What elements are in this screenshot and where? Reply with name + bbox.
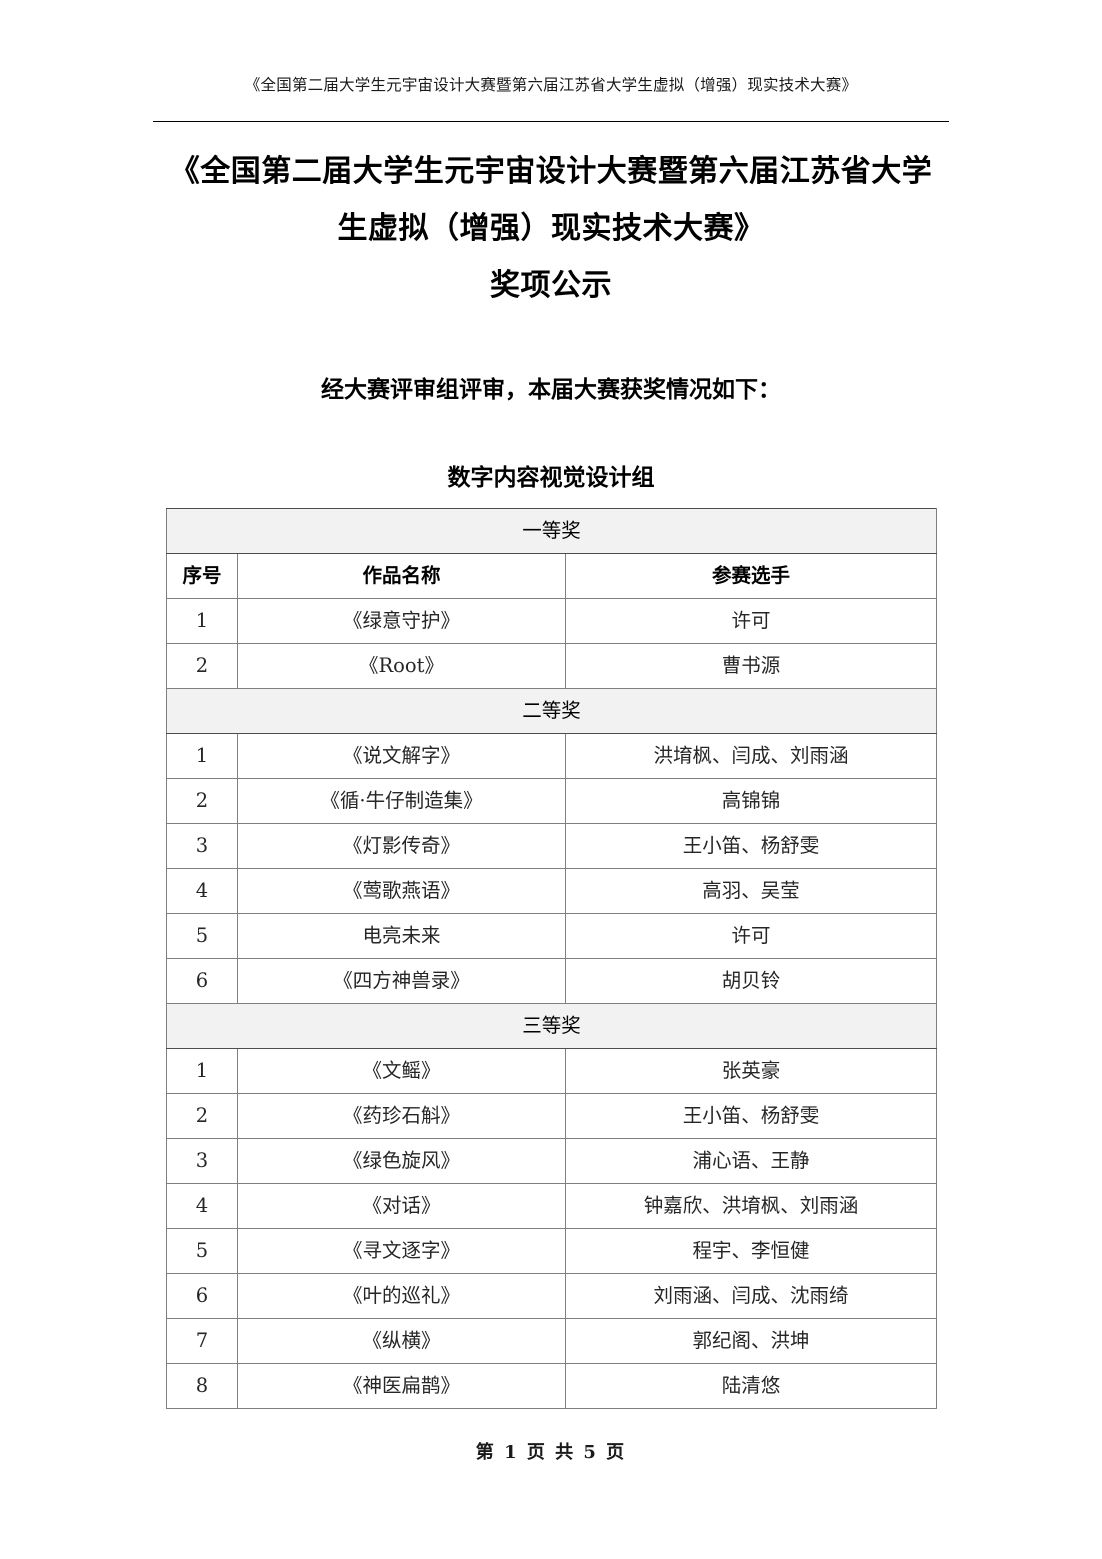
cell-participants: 郭纪阁、洪坤: [564, 1318, 938, 1364]
cell-work-name: 《绿色旋风》: [237, 1138, 566, 1184]
cell-index: 5: [166, 913, 238, 959]
awards-table-body: 一等奖 序号 作品名称 参赛选手 1 《绿意守护》 许可 2 《Root》 曹书源 二等奖 1 《说文解…: [165, 508, 938, 1409]
cell-participants: 钟嘉欣、洪堉枫、刘雨涵: [564, 1183, 938, 1229]
cell-work-name: 《灯影传奇》: [237, 823, 566, 869]
cell-participants: 曹书源: [564, 643, 938, 689]
table-row: 4 《莺歌燕语》 高羽、吴莹: [166, 868, 938, 914]
column-header-work: 作品名称: [237, 553, 566, 599]
cell-work-name: 《文鳐》: [237, 1048, 566, 1094]
cell-index: 7: [166, 1318, 238, 1364]
cell-index: 1: [166, 733, 238, 779]
cell-index: 6: [166, 1273, 238, 1319]
award-section-label: 二等奖: [165, 688, 938, 734]
table-row: 4 《对话》 钟嘉欣、洪堉枫、刘雨涵: [166, 1183, 938, 1229]
cell-index: 5: [166, 1228, 238, 1274]
cell-work-name: 《莺歌燕语》: [237, 868, 566, 914]
cell-index: 8: [166, 1363, 238, 1409]
document-title-line-3: 奖项公示: [490, 268, 612, 303]
cell-work-name: 《对话》: [237, 1183, 566, 1229]
cell-index: 2: [166, 1093, 238, 1139]
cell-work-name: 《说文解字》: [237, 733, 566, 779]
intro-paragraph: 经大赛评审组评审，本届大赛获奖情况如下：: [321, 376, 781, 403]
cell-participants: 洪堉枫、闫成、刘雨涵: [564, 733, 938, 779]
cell-work-name: 《寻文逐字》: [237, 1228, 566, 1274]
table-row: 1 《绿意守护》 许可: [166, 598, 938, 644]
running-header: 《全国第二届大学生元宇宙设计大赛暨第六届江苏省大学生虚拟（增强）现实技术大赛》: [244, 76, 858, 94]
cell-index: 6: [166, 958, 238, 1004]
awards-table: 一等奖 序号 作品名称 参赛选手 1 《绿意守护》 许可 2 《Root》 曹书源 二等奖 1 《说文解…: [165, 508, 938, 1409]
award-section-label: 三等奖: [165, 1003, 938, 1049]
cell-participants: 刘雨涵、闫成、沈雨绮: [564, 1273, 938, 1319]
table-row: 8 《神医扁鹊》 陆清悠: [166, 1363, 938, 1409]
table-column-header-row: 序号 作品名称 参赛选手: [166, 553, 938, 599]
column-header-index: 序号: [166, 553, 238, 599]
page-footer: 第 1 页 共 5 页: [475, 1442, 627, 1463]
award-section-header: 三等奖: [165, 1003, 938, 1049]
table-row: 6 《叶的巡礼》 刘雨涵、闫成、沈雨绮: [166, 1273, 938, 1319]
cell-participants: 胡贝铃: [564, 958, 938, 1004]
award-section-header: 一等奖: [165, 508, 938, 554]
cell-participants: 陆清悠: [564, 1363, 938, 1409]
cell-index: 3: [166, 1138, 238, 1184]
cell-participants: 高羽、吴莹: [564, 868, 938, 914]
table-row: 2 《循·牛仔制造集》 高锦锦: [166, 778, 938, 824]
table-row: 3 《灯影传奇》 王小笛、杨舒雯: [166, 823, 938, 869]
document-title-line-1: 《全国第二届大学生元宇宙设计大赛暨第六届江苏省大学: [169, 154, 933, 189]
table-row: 5 电亮未来 许可: [166, 913, 938, 959]
document-title-line-2: 生虚拟（增强）现实技术大赛》: [337, 211, 765, 246]
table-row: 2 《药珍石斛》 王小笛、杨舒雯: [166, 1093, 938, 1139]
document-title: 《全国第二届大学生元宇宙设计大赛暨第六届江苏省大学 生虚拟（增强）现实技术大赛》…: [150, 143, 952, 314]
table-row: 1 《文鳐》 张英豪: [166, 1048, 938, 1094]
cell-work-name: 《神医扁鹊》: [237, 1363, 566, 1409]
table-row: 6 《四方神兽录》 胡贝铃: [166, 958, 938, 1004]
cell-participants: 高锦锦: [564, 778, 938, 824]
award-section-header: 二等奖: [165, 688, 938, 734]
table-row: 2 《Root》 曹书源: [166, 643, 938, 689]
table-row: 7 《纵横》 郭纪阁、洪坤: [166, 1318, 938, 1364]
cell-index: 1: [166, 1048, 238, 1094]
cell-index: 1: [166, 598, 238, 644]
cell-work-name: 《Root》: [237, 643, 566, 689]
cell-participants: 王小笛、杨舒雯: [564, 1093, 938, 1139]
cell-work-name: 《纵横》: [237, 1318, 566, 1364]
cell-work-name: 《循·牛仔制造集》: [237, 778, 566, 824]
cell-participants: 许可: [564, 598, 938, 644]
cell-participants: 浦心语、王静: [564, 1138, 938, 1184]
cell-index: 3: [166, 823, 238, 869]
table-row: 1 《说文解字》 洪堉枫、闫成、刘雨涵: [166, 733, 938, 779]
cell-participants: 许可: [564, 913, 938, 959]
cell-index: 4: [166, 1183, 238, 1229]
cell-work-name: 《叶的巡礼》: [237, 1273, 566, 1319]
award-section-label: 一等奖: [165, 508, 938, 554]
column-header-participants: 参赛选手: [564, 553, 938, 599]
cell-index: 2: [166, 643, 238, 689]
cell-participants: 王小笛、杨舒雯: [564, 823, 938, 869]
table-row: 5 《寻文逐字》 程宇、李恒健: [166, 1228, 938, 1274]
cell-index: 2: [166, 778, 238, 824]
table-row: 3 《绿色旋风》 浦心语、王静: [166, 1138, 938, 1184]
cell-participants: 张英豪: [564, 1048, 938, 1094]
cell-work-name: 《绿意守护》: [237, 598, 566, 644]
group-heading: 数字内容视觉设计组: [447, 464, 655, 491]
cell-work-name: 电亮未来: [237, 913, 566, 959]
cell-work-name: 《药珍石斛》: [237, 1093, 566, 1139]
cell-index: 4: [166, 868, 238, 914]
header-rule-divider: [153, 121, 949, 122]
cell-participants: 程宇、李恒健: [564, 1228, 938, 1274]
cell-work-name: 《四方神兽录》: [237, 958, 566, 1004]
